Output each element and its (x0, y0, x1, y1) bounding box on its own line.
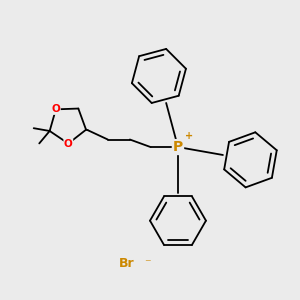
Text: ⁻: ⁻ (144, 257, 150, 270)
Text: O: O (64, 139, 73, 148)
Text: Br: Br (118, 257, 134, 270)
Text: P: P (173, 140, 183, 154)
Text: O: O (52, 104, 60, 114)
Text: +: + (185, 131, 193, 141)
